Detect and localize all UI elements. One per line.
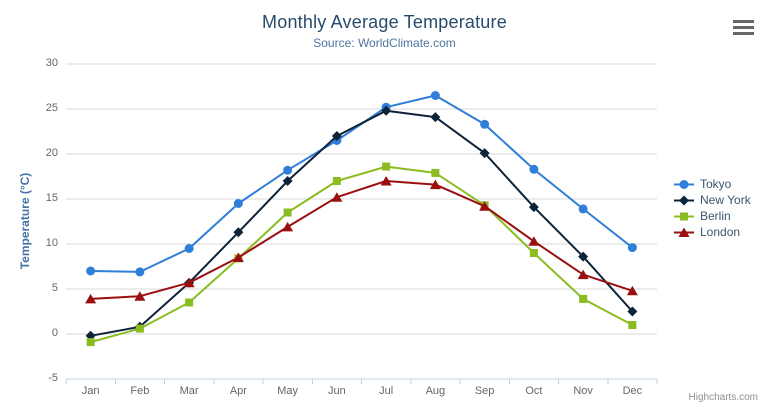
hamburger-bar xyxy=(733,20,754,23)
data-point-berlin[interactable] xyxy=(529,249,538,257)
series-line-berlin xyxy=(89,165,634,344)
data-point-berlin[interactable] xyxy=(628,321,637,329)
y-axis-label: 5 xyxy=(51,282,58,294)
data-point-tokyo[interactable] xyxy=(86,266,96,276)
data-point-london[interactable] xyxy=(479,201,491,211)
data-point-tokyo[interactable] xyxy=(430,91,440,100)
data-point-london[interactable] xyxy=(183,277,195,288)
data-point-london[interactable] xyxy=(85,293,97,304)
data-point-berlin[interactable] xyxy=(579,294,588,303)
x-axis-label: Nov xyxy=(573,385,593,397)
hamburger-bar xyxy=(733,32,754,35)
data-point-london[interactable] xyxy=(134,291,146,301)
series-line-tokyo xyxy=(89,94,634,273)
data-point-tokyo[interactable] xyxy=(233,199,243,208)
x-axis-label: Apr xyxy=(229,385,247,397)
data-point-berlin[interactable] xyxy=(86,338,95,347)
export-hamburger-menu-icon[interactable] xyxy=(733,20,754,35)
data-point-tokyo[interactable] xyxy=(627,243,637,253)
data-point-new-york[interactable] xyxy=(233,227,244,238)
data-point-new-york[interactable] xyxy=(331,131,342,141)
data-point-tokyo[interactable] xyxy=(135,267,145,277)
y-axis-label: 15 xyxy=(45,192,58,204)
x-axis-label: May xyxy=(277,385,299,397)
x-axis-label: Dec xyxy=(622,385,643,397)
data-point-tokyo[interactable] xyxy=(184,244,194,253)
x-axis-label: Jul xyxy=(379,385,394,397)
data-point-new-york[interactable] xyxy=(282,176,293,186)
square-legend-marker-icon xyxy=(674,212,694,220)
data-point-berlin[interactable] xyxy=(332,177,341,185)
legend-label: Berlin xyxy=(700,209,731,223)
x-axis-label: Aug xyxy=(425,385,446,397)
legend-label: New York xyxy=(700,193,751,207)
y-axis-label: 0 xyxy=(51,327,58,339)
data-point-berlin[interactable] xyxy=(382,162,391,171)
circle-legend-marker-icon xyxy=(674,179,694,189)
legend-item-london[interactable]: London xyxy=(674,224,751,240)
data-point-new-york[interactable] xyxy=(479,148,490,159)
hamburger-bar xyxy=(733,26,754,29)
data-point-tokyo[interactable] xyxy=(578,204,588,214)
y-axis-label: 20 xyxy=(45,147,58,159)
data-point-berlin[interactable] xyxy=(135,324,144,333)
diamond-legend-marker-icon xyxy=(674,195,694,205)
y-axis-label: 30 xyxy=(45,57,58,69)
y-axis-label: 25 xyxy=(45,102,58,114)
x-axis-label: Feb xyxy=(130,385,150,397)
legend-item-berlin[interactable]: Berlin xyxy=(674,208,751,224)
y-axis-label: 10 xyxy=(45,237,58,249)
data-point-berlin[interactable] xyxy=(283,208,292,217)
data-point-london[interactable] xyxy=(380,176,392,186)
data-point-berlin[interactable] xyxy=(185,298,194,307)
x-axis-label: Oct xyxy=(525,385,543,397)
data-point-london[interactable] xyxy=(429,179,441,190)
data-point-new-york[interactable] xyxy=(430,112,441,123)
legend-item-tokyo[interactable]: Tokyo xyxy=(674,176,751,192)
data-point-tokyo[interactable] xyxy=(529,164,539,174)
data-point-london[interactable] xyxy=(232,252,244,263)
data-point-tokyo[interactable] xyxy=(480,119,490,129)
data-point-new-york[interactable] xyxy=(528,202,539,213)
data-point-london[interactable] xyxy=(331,192,343,202)
data-point-london[interactable] xyxy=(528,236,540,246)
legend-label: Tokyo xyxy=(700,177,732,191)
legend-item-new-york[interactable]: New York xyxy=(674,192,751,208)
x-axis-label: Sep xyxy=(474,385,495,397)
legend: Tokyo New York Berlin London xyxy=(674,176,751,240)
data-point-new-york[interactable] xyxy=(627,306,638,317)
data-point-tokyo[interactable] xyxy=(283,165,293,175)
chart-title: Monthly Average Temperature xyxy=(262,12,507,32)
y-axis-label: -5 xyxy=(48,372,58,384)
triangle-legend-marker-icon xyxy=(674,227,694,237)
data-point-london[interactable] xyxy=(577,269,589,280)
data-point-new-york[interactable] xyxy=(381,105,392,116)
data-point-london[interactable] xyxy=(626,285,638,296)
data-point-berlin[interactable] xyxy=(431,168,440,177)
x-axis-label: Jan xyxy=(81,385,100,397)
data-point-london[interactable] xyxy=(282,221,294,232)
series-line-london xyxy=(89,180,634,300)
x-axis-label: Mar xyxy=(179,385,199,397)
x-axis-label: Jun xyxy=(328,385,346,397)
series-line-new-york xyxy=(89,109,634,337)
data-point-new-york[interactable] xyxy=(578,251,589,262)
legend-label: London xyxy=(700,225,741,239)
chart-subtitle: Source: WorldClimate.com xyxy=(313,36,456,50)
credits-link[interactable]: Highcharts.com xyxy=(688,392,758,403)
